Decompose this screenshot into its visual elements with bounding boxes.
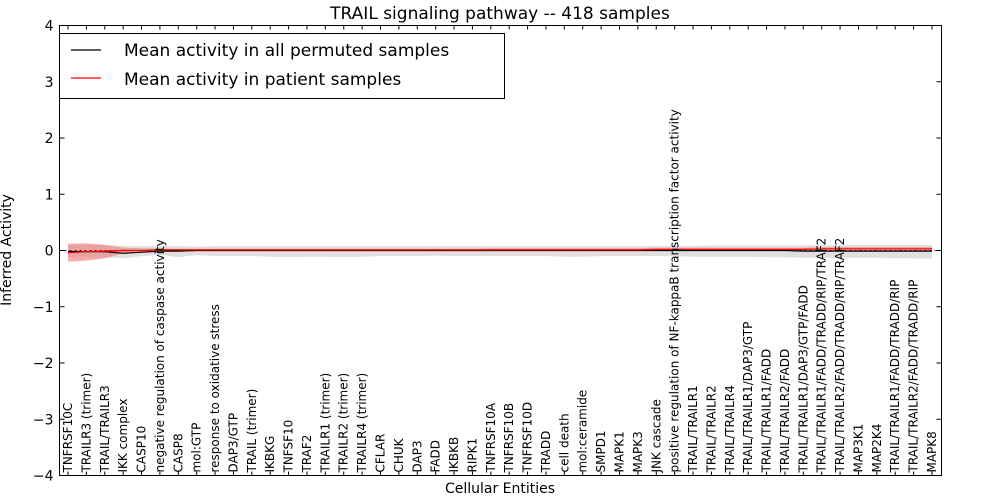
x-tick-label: TRAIL/TRAILR1/DAP3/GTP/FADD (796, 285, 810, 473)
x-tick-label: DAP3/GTP (226, 413, 240, 473)
legend-label-permuted: Mean activity in all permuted samples (124, 41, 449, 61)
x-tick-label: TRAIL/TRAILR2/FADD/TRADD/RIP (907, 280, 921, 474)
x-tick-label: TNFRSF10C (61, 403, 75, 474)
y-axis: −4 −3 −2 −1 0 1 2 3 4 (33, 19, 942, 485)
y-tick-label: −4 (33, 469, 54, 485)
x-tick-label: TRAIL/TRAILR2/FADD/TRADD/RIP/TRAF2 (833, 238, 847, 474)
x-tick-label: negative regulation of caspase activity (153, 239, 167, 472)
legend-box (59, 33, 505, 99)
x-tick-label: TRAILR4 (trimer) (355, 373, 369, 474)
x-tick-label: CFLAR (374, 434, 388, 473)
x-tick-label: positive regulation of NF-kappaB transcr… (668, 109, 682, 472)
x-axis: TNFRSF10C TRAILR3 (trimer) TRAIL/TRAILR3 IK… (61, 25, 939, 476)
x-tick-label: mol:ceramide (576, 390, 590, 473)
y-tick-label: 0 (45, 244, 54, 260)
y-tick-label: 4 (45, 19, 54, 35)
x-tick-label: IKK complex (116, 399, 130, 473)
x-tick-label: CASP8 (171, 433, 185, 472)
x-tick-label: TRAILR2 (trimer) (337, 373, 351, 474)
legend-label-patient: Mean activity in patient samples (124, 70, 401, 90)
y-axis-label: Inferred Activity (0, 194, 15, 306)
plot-area (59, 243, 942, 262)
x-tick-label: TRAIL/TRAILR3 (98, 385, 112, 473)
x-tick-label: cell death (557, 413, 571, 472)
series-line-patient (67, 248, 932, 254)
x-tick-label: TRAIL/TRAILR2/FADD (778, 349, 792, 474)
x-tick-label: TRAIL (trimer) (245, 389, 259, 474)
x-tick-label: TRAF2 (300, 435, 314, 474)
x-tick-label: TRAIL/TRAILR2 (704, 385, 718, 473)
y-tick-label: 2 (45, 131, 54, 147)
y-tick-label: −3 (33, 412, 54, 428)
x-tick-label: TNFRSF10A (484, 402, 498, 473)
x-tick-label: mol:GTP (190, 423, 204, 473)
y-tick-label: −2 (33, 356, 54, 372)
x-tick-label: CASP10 (135, 426, 149, 473)
x-tick-label: MAPK8 (925, 431, 939, 472)
band-patient (68, 243, 932, 262)
x-tick-label: TNFSF10 (282, 420, 296, 474)
chart-title: TRAIL signaling pathway -- 418 samples (329, 4, 670, 24)
x-tick-label: RIPK1 (465, 438, 479, 473)
x-tick-label: FADD (429, 440, 443, 473)
x-tick-label: IKBKB (447, 437, 461, 473)
x-tick-label: TRAILR3 (trimer) (79, 373, 93, 474)
x-tick-label: TRAIL/TRAILR4 (723, 385, 737, 473)
x-tick-label: TRAIL/TRAILR1/FADD/TRADD/RIP/TRAF2 (815, 238, 829, 474)
y-tick-label: 1 (45, 187, 54, 203)
x-tick-label: MAPK3 (631, 431, 645, 472)
x-tick-label: IKBKG (263, 436, 277, 473)
y-tick-label: 3 (45, 75, 54, 91)
x-tick-label: TNFRSF10B (502, 403, 516, 474)
x-tick-label: TRAIL/TRAILR1/DAP3/GTP (741, 322, 755, 474)
legend: Mean activity in all permuted samples Me… (59, 33, 505, 99)
x-axis-label: Cellular Entities (445, 481, 555, 497)
x-tick-label: response to oxidative stress (208, 304, 222, 472)
x-tick-label: SMPD1 (594, 430, 608, 472)
x-tick-label: MAPK1 (612, 431, 626, 472)
x-tick-label: TRAIL/TRAILR1 (686, 385, 700, 473)
y-tick-label: −1 (33, 300, 54, 316)
x-tick-label: TNFRSF10D (521, 402, 535, 474)
x-tick-label: MAP3K1 (851, 424, 865, 473)
x-tick-label: TRADD (539, 431, 553, 474)
x-tick-label: DAP3 (410, 440, 424, 472)
x-tick-label: CHUK (392, 437, 406, 472)
x-tick-label: MAP2K4 (870, 424, 884, 473)
x-tick-label: TRAIL/TRAILR1/FADD/TRADD/RIP (888, 280, 902, 474)
x-tick-label: TRAILR1 (trimer) (318, 373, 332, 474)
x-tick-label: JNK cascade (649, 399, 663, 473)
x-tick-label: TRAIL/TRAILR1/FADD (760, 349, 774, 474)
